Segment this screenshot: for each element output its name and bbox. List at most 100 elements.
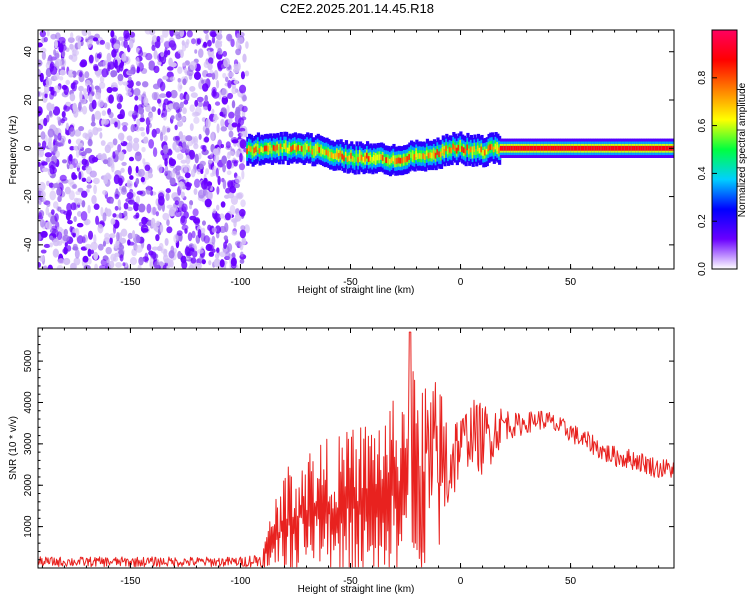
heatmap-noise-cell	[162, 212, 170, 221]
heatmap-signal-cell	[274, 145, 278, 152]
heatmap-noise-cell	[111, 49, 117, 58]
heatmap-y-label: Frequency (Hz)	[8, 116, 19, 185]
heatmap-noise-cell	[113, 43, 121, 50]
heatmap-noise-cell	[73, 216, 77, 223]
heatmap-signal-cell	[556, 145, 560, 151]
heatmap-signal-cell	[425, 150, 430, 157]
heatmap-noise-cell	[127, 199, 136, 205]
heatmap-noise-cell	[162, 30, 169, 38]
heatmap-signal-cell	[353, 157, 357, 164]
heatmap-noise-cell	[102, 212, 107, 222]
heatmap-signal-cell	[478, 147, 482, 154]
heatmap-noise-cell	[148, 112, 154, 122]
heatmap-noise-cell	[95, 57, 100, 62]
heatmap-noise-cell	[201, 220, 206, 226]
heatmap-noise-cell	[127, 232, 133, 240]
heatmap-noise-cell	[203, 235, 210, 244]
heatmap-noise-cell	[71, 174, 78, 180]
colorbar-axis: 0.0 0.2 0.4 0.6 0.8	[697, 70, 717, 276]
heatmap-noise-cell	[155, 127, 161, 134]
heatmap-noise-cell	[182, 141, 187, 148]
heatmap-noise-cell	[205, 127, 210, 136]
heatmap-noise-cell	[174, 210, 182, 218]
heatmap-signal-cell	[513, 145, 518, 151]
heatmap-noise-cell	[48, 110, 53, 117]
heatmap-noise-cell	[183, 99, 189, 105]
heatmap-noise-cell	[182, 78, 187, 86]
heatmap-noise-cell	[241, 169, 245, 180]
heatmap-noise-cell	[211, 36, 216, 44]
heatmap-noise-cell	[39, 72, 44, 83]
heatmap-noise-cell	[181, 40, 185, 46]
heatmap-noise-cell	[190, 168, 196, 178]
heatmap-noise-cell	[193, 143, 199, 150]
heatmap-signal-cell	[415, 151, 419, 158]
heatmap-noise-cell	[101, 110, 107, 116]
heatmap-noise-cell	[196, 38, 202, 45]
heatmap-signal-cell	[637, 145, 641, 151]
heatmap-noise-cell	[63, 246, 68, 255]
heatmap-noise-cell	[194, 262, 202, 269]
heatmap-noise-cell	[141, 81, 149, 88]
heatmap-signal-cell	[496, 145, 500, 152]
heatmap-signal-cell	[607, 145, 611, 151]
heatmap-noise-cell	[202, 106, 209, 111]
heatmap-signal-cell	[480, 146, 484, 153]
heatmap-noise-cell	[56, 240, 63, 246]
heatmap-signal-cell	[385, 157, 389, 163]
colorbar-tick-label: 0.6	[697, 118, 708, 132]
heatmap-noise-cell	[112, 138, 118, 146]
heatmap-noise-cell	[114, 252, 120, 257]
heatmap-noise-cell	[97, 99, 105, 108]
heatmap-noise-cell	[196, 96, 204, 103]
heatmap-noise-cell	[91, 195, 97, 205]
heatmap-noise-cell	[69, 225, 73, 233]
x-tick-label: 0	[458, 576, 464, 587]
heatmap-noise-cell	[227, 243, 233, 252]
heatmap-signal-cell	[450, 147, 454, 154]
heatmap-noise-cell	[157, 98, 162, 104]
heatmap-noise-cell	[54, 58, 63, 67]
heatmap-noise-cell	[192, 208, 199, 217]
heatmap-signal-cell	[344, 151, 349, 158]
heatmap-noise-cell	[84, 79, 91, 87]
heatmap-noise-cell	[129, 257, 138, 266]
snr-series-line	[38, 331, 674, 568]
heatmap-noise-cell	[52, 106, 61, 116]
heatmap-noise-cell	[90, 84, 94, 93]
heatmap-noise-cell	[157, 108, 161, 116]
heatmap-noise-cell	[120, 228, 128, 237]
heatmap-noise-cell	[205, 73, 214, 78]
heatmap-noise-cell	[99, 132, 103, 139]
heatmap-noise-cell	[102, 189, 108, 195]
heatmap-signal-cell	[594, 145, 599, 151]
heatmap-signal-cell	[441, 146, 445, 153]
heatmap-noise-cell	[90, 249, 95, 255]
heatmap-signal-cell	[536, 145, 540, 151]
heatmap-noise-cell	[163, 258, 170, 264]
heatmap-noise-cell	[148, 250, 154, 256]
heatmap-noise-cell	[128, 138, 133, 149]
heatmap-noise-cell	[185, 93, 190, 102]
heatmap-signal-cell	[260, 146, 264, 153]
heatmap-noise-cell	[116, 93, 123, 103]
heatmap-noise-cell	[186, 251, 193, 257]
heatmap-noise-cell	[166, 226, 173, 234]
heatmap-signal-cell	[462, 147, 467, 154]
heatmap-noise-cell	[153, 50, 158, 60]
heatmap-noise-cell	[44, 152, 53, 158]
heatmap-noise-cell	[194, 99, 199, 107]
heatmap-signal-cell	[286, 147, 290, 154]
heatmap-noise-cell	[112, 151, 116, 159]
heatmap-noise-cell	[110, 198, 114, 204]
heatmap-noise-cell	[67, 155, 73, 165]
heatmap-noise-cell	[38, 59, 43, 67]
heatmap-noise-cell	[38, 106, 43, 116]
heatmap-noise-cell	[56, 116, 60, 121]
snr-frame	[37, 327, 675, 569]
heatmap-noise-cell	[162, 144, 169, 155]
heatmap-noise-cell	[177, 181, 185, 187]
heatmap-noise-cell	[215, 167, 219, 178]
heatmap-signal-cell	[417, 153, 421, 160]
heatmap-noise-cell	[143, 136, 149, 144]
